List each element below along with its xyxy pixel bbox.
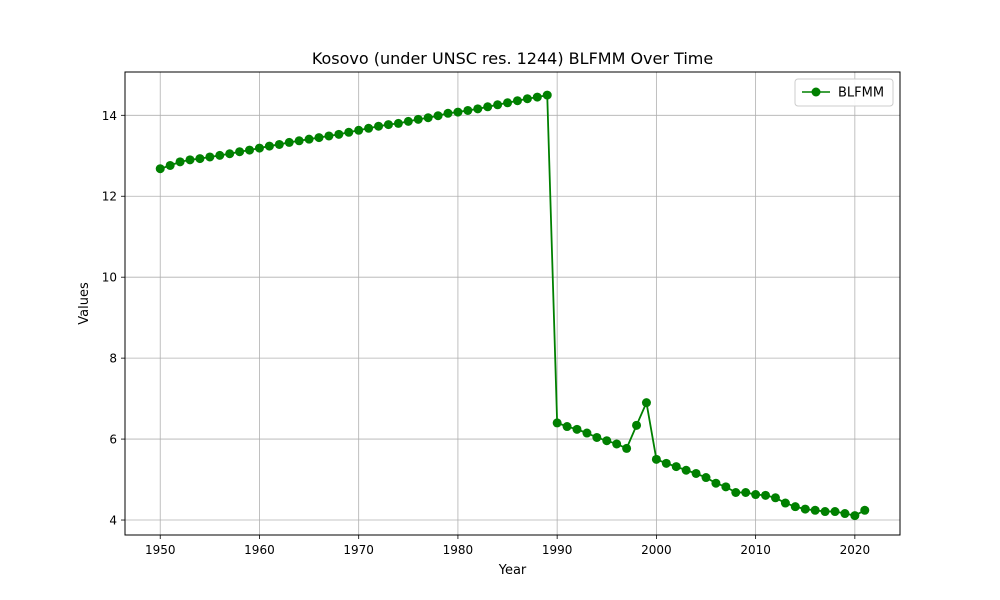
data-point <box>612 439 622 449</box>
data-point <box>354 125 364 135</box>
grid <box>125 72 900 535</box>
data-point <box>622 443 632 453</box>
data-point <box>542 90 552 100</box>
data-point <box>820 507 830 517</box>
data-point <box>632 420 642 430</box>
data-point <box>423 113 433 123</box>
data-point <box>453 107 463 117</box>
data-point <box>374 121 384 131</box>
data-point <box>582 428 592 438</box>
data-point <box>850 511 860 521</box>
x-tick-label: 1960 <box>244 543 275 557</box>
data-point <box>185 155 195 165</box>
data-point <box>532 92 542 102</box>
data-point <box>661 458 671 468</box>
data-point <box>463 105 473 115</box>
x-tick-label: 1970 <box>343 543 374 557</box>
data-point <box>701 473 711 483</box>
data-point <box>503 98 513 108</box>
y-tick-label: 6 <box>109 433 117 447</box>
data-point <box>800 504 810 514</box>
legend-label-blfmm: BLFMM <box>838 86 884 101</box>
data-point <box>512 96 522 106</box>
y-axis-ticks: 4 6 8 10 12 14 <box>102 109 125 528</box>
data-point <box>215 150 225 160</box>
data-point <box>413 114 423 124</box>
y-axis-label: Values <box>77 282 92 325</box>
data-point <box>443 108 453 118</box>
x-tick-label: 2000 <box>641 543 672 557</box>
data-point <box>155 164 165 174</box>
data-point <box>344 127 354 137</box>
data-point <box>245 145 255 155</box>
y-tick-label: 10 <box>102 271 117 285</box>
y-tick-label: 8 <box>109 352 117 366</box>
data-point <box>830 507 840 517</box>
y-tick-label: 14 <box>102 109 117 123</box>
data-point <box>403 116 413 126</box>
data-point <box>751 490 761 500</box>
x-tick-label: 1980 <box>443 543 474 557</box>
data-point <box>522 94 532 104</box>
data-point <box>493 100 503 110</box>
legend-box <box>794 78 894 107</box>
data-point <box>195 154 205 164</box>
data-point <box>552 418 562 428</box>
data-point <box>483 102 493 112</box>
x-tick-label: 2020 <box>840 543 871 557</box>
data-point <box>562 422 572 432</box>
data-point <box>254 143 264 153</box>
data-point <box>592 432 602 442</box>
data-point <box>790 502 800 512</box>
data-point <box>334 129 344 139</box>
data-point <box>473 104 483 114</box>
x-axis-label: Year <box>498 563 527 578</box>
data-point <box>314 133 324 143</box>
data-point <box>840 509 850 519</box>
data-point <box>364 123 374 133</box>
data-point <box>651 454 661 464</box>
data-point <box>205 152 215 162</box>
data-point <box>731 488 741 498</box>
data-point <box>264 141 274 151</box>
data-point <box>383 120 393 130</box>
data-point <box>284 137 294 147</box>
y-tick-label: 12 <box>102 190 117 204</box>
series-blfmm <box>155 90 870 521</box>
data-point <box>681 465 691 475</box>
data-point <box>860 505 870 515</box>
data-point <box>602 436 612 446</box>
legend: BLFMM <box>794 78 894 107</box>
data-point <box>721 482 731 492</box>
data-point <box>165 160 175 170</box>
data-point <box>235 147 245 157</box>
x-axis-ticks: 1950 1960 1970 1980 1990 2000 2010 2020 <box>145 535 870 557</box>
data-point <box>711 478 721 488</box>
data-point <box>741 488 751 498</box>
data-point <box>572 424 582 434</box>
data-point <box>671 462 681 472</box>
x-tick-label: 1950 <box>145 543 176 557</box>
data-point <box>304 134 314 144</box>
chart-title: Kosovo (under UNSC res. 1244) BLFMM Over… <box>312 49 713 68</box>
data-point <box>274 139 284 149</box>
data-point <box>225 149 235 159</box>
x-tick-label: 1990 <box>542 543 573 557</box>
data-point <box>810 505 820 515</box>
data-point <box>324 131 334 141</box>
data-point <box>780 498 790 508</box>
data-point <box>393 118 403 128</box>
y-tick-label: 4 <box>109 514 117 528</box>
x-tick-label: 2010 <box>740 543 771 557</box>
data-point <box>691 468 701 478</box>
data-point <box>770 493 780 503</box>
data-point <box>294 136 304 146</box>
data-point <box>761 490 771 500</box>
data-point <box>433 111 443 121</box>
plot-area-frame <box>124 71 901 536</box>
data-point <box>641 398 651 408</box>
data-point <box>175 157 185 167</box>
legend-marker-blfmm <box>811 87 821 97</box>
